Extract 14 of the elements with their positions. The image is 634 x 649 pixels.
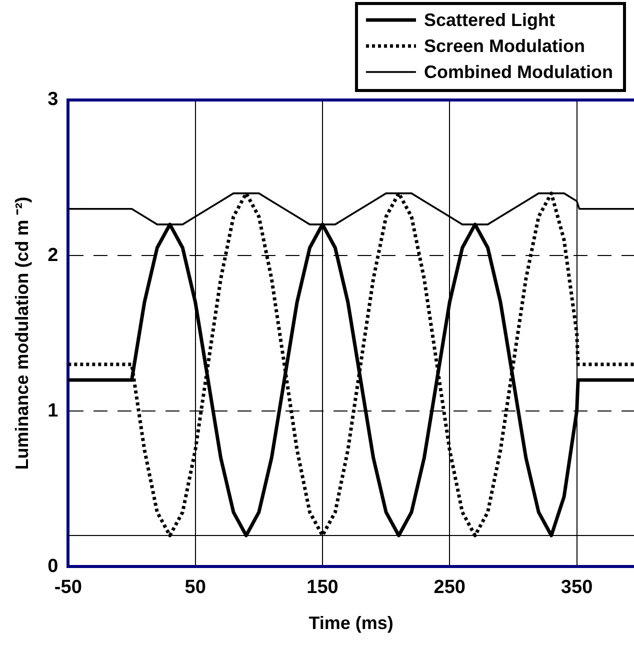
y-tick-label: 3 (48, 89, 58, 110)
y-tick-label: 2 (48, 244, 58, 266)
y-axis-title: Luminance modulation (cd m ⁻²) (12, 196, 32, 470)
legend-label: Combined Modulation (424, 61, 613, 84)
y-tick-label: 1 (48, 400, 59, 422)
x-tick-label: -50 (54, 577, 82, 598)
x-tick-label: 250 (434, 577, 466, 598)
y-tick-label: 0 (48, 556, 58, 577)
x-tick-label: 350 (560, 577, 593, 598)
legend-label: Scattered Light (424, 9, 556, 32)
legend-label: Screen Modulation (424, 35, 586, 58)
x-tick-label: 50 (184, 577, 206, 598)
x-tick-label: 150 (306, 577, 338, 598)
x-axis-title: Time (ms) (308, 613, 394, 634)
